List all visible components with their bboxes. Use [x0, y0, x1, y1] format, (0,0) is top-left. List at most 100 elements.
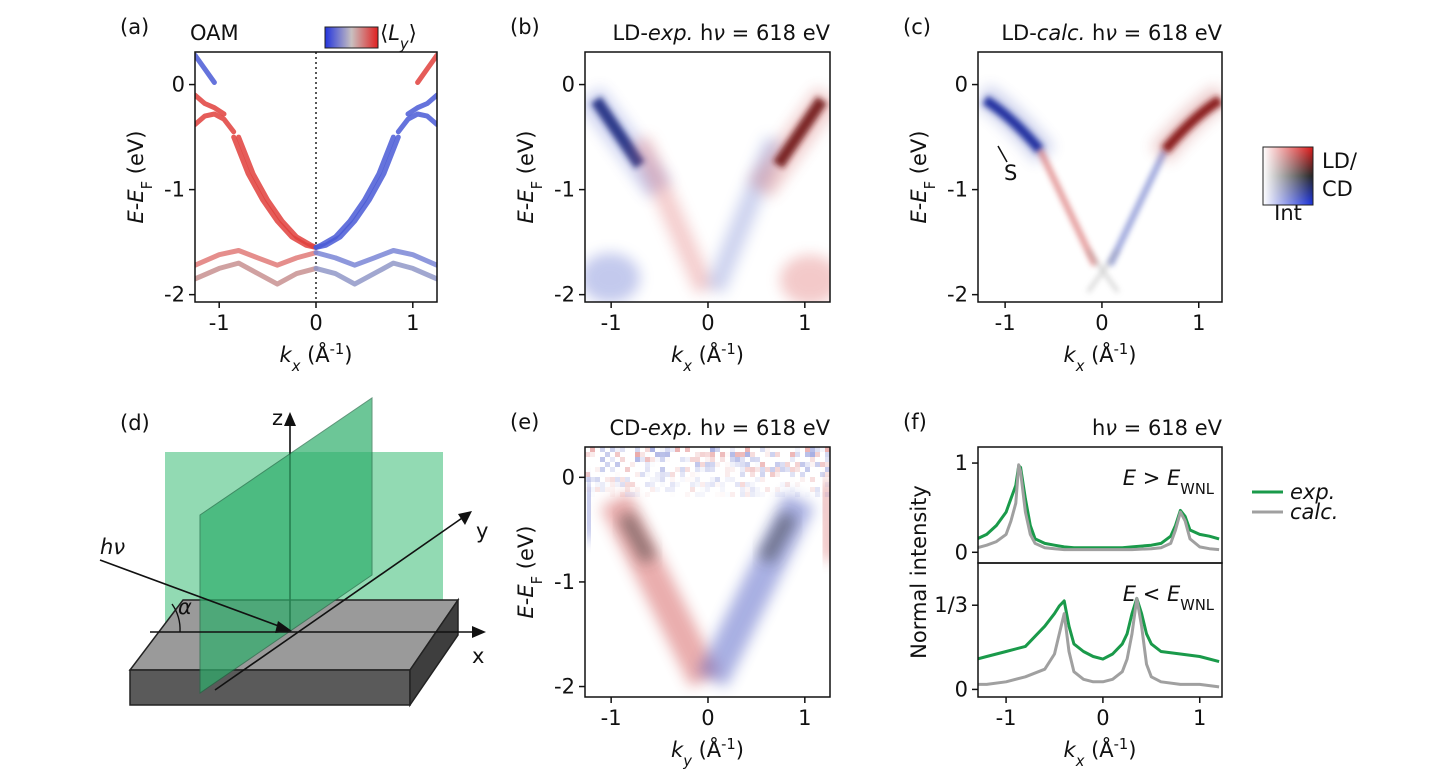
noise [805, 462, 810, 467]
x-axis-label-part: (Å [692, 736, 722, 762]
y-tick-label: 0 [955, 677, 968, 701]
noise [700, 492, 705, 497]
noise [760, 462, 765, 467]
panel-title: hν = 618 eV [1092, 416, 1223, 440]
x-axis-label: kx (Å-1) [1064, 736, 1137, 770]
noise [595, 487, 600, 492]
annotation-part: E [1167, 466, 1181, 490]
noise [740, 492, 745, 497]
noise [800, 462, 805, 467]
panel-label: (b) [510, 15, 540, 39]
noise [805, 467, 810, 472]
panel-title: LD-calc. hν = 618 eV [1001, 21, 1222, 45]
diagram-label-part: h [100, 535, 113, 559]
noise [705, 467, 710, 472]
noise [665, 487, 670, 492]
noise [820, 492, 825, 497]
x-tick-label: 0 [701, 706, 714, 730]
noise [730, 452, 735, 457]
y-axis-label-part: - [124, 203, 148, 211]
x-tick-label: 1 [1193, 706, 1206, 730]
x-axis-label-part: x [1075, 358, 1085, 375]
noise [635, 472, 640, 477]
noise [825, 482, 830, 487]
noise [650, 462, 655, 467]
noise [700, 482, 705, 487]
noise [655, 472, 660, 477]
x-axis-label-part: (Å [1084, 736, 1114, 762]
plot-area [978, 596, 1220, 689]
panel-title-part: ν [1105, 21, 1117, 45]
noise [750, 482, 755, 487]
noise [815, 447, 820, 452]
noise [780, 462, 785, 467]
noise [825, 467, 830, 472]
noise [700, 452, 705, 457]
noise [605, 452, 610, 457]
noise [730, 462, 735, 467]
colorbar-label: CD [1322, 177, 1353, 201]
annotation-part: < [1136, 582, 1167, 606]
noise [695, 477, 700, 482]
noise [640, 452, 645, 457]
panel-title-part: h [1085, 21, 1105, 45]
noise [730, 467, 735, 472]
noise [700, 467, 705, 472]
noise [610, 487, 615, 492]
noise [615, 452, 620, 457]
noise [750, 487, 755, 492]
noise [645, 492, 650, 497]
noise [785, 462, 790, 467]
noise [610, 482, 615, 487]
noise [660, 452, 665, 457]
band [195, 248, 319, 268]
noise [655, 477, 660, 482]
y-tick-label: -1 [554, 178, 575, 202]
noise [750, 457, 755, 462]
noise [740, 472, 745, 477]
y-tick-label: -1 [164, 178, 185, 202]
x-tick-label: 0 [1095, 311, 1108, 335]
y-tick-label: 1/3 [934, 593, 968, 617]
noise [825, 462, 830, 467]
noise [730, 447, 735, 452]
band [313, 260, 437, 287]
noise [645, 482, 650, 487]
noise [720, 457, 725, 462]
noise [820, 462, 825, 467]
noise [725, 452, 730, 457]
y-axis-label-part: - [907, 203, 931, 211]
x-axis-label: kx (Å-1) [671, 341, 744, 375]
y-tick-label: 0 [172, 73, 185, 97]
noise [825, 457, 830, 462]
colorbar [324, 26, 379, 49]
noise [750, 492, 755, 497]
noise [680, 457, 685, 462]
noise [695, 467, 700, 472]
noise [660, 457, 665, 462]
noise [585, 452, 590, 457]
x-axis-label-part: (Å [1084, 341, 1114, 367]
colorbar-label: LD/ [1322, 149, 1358, 173]
annotation-part: WNL [1180, 597, 1215, 614]
noise [755, 492, 760, 497]
y-axis-label: E-EF (eV) [124, 131, 156, 224]
x-axis-label-part: x [1075, 753, 1085, 770]
noise [630, 482, 635, 487]
noise [635, 452, 640, 457]
geometry-diagram [99, 397, 486, 708]
legend-label: exp. [1290, 480, 1335, 504]
noise [760, 467, 765, 472]
noise [790, 457, 795, 462]
noise [790, 487, 795, 492]
noise [825, 452, 830, 457]
panel-label: (f) [903, 410, 927, 434]
noise [590, 492, 595, 497]
noise [710, 482, 715, 487]
band [195, 92, 227, 117]
x-axis-label-part: x [682, 358, 692, 375]
annotation-part: E [1123, 582, 1137, 606]
x-tick-label: -1 [995, 311, 1016, 335]
diagram-label: α [178, 595, 192, 619]
noise [765, 452, 770, 457]
